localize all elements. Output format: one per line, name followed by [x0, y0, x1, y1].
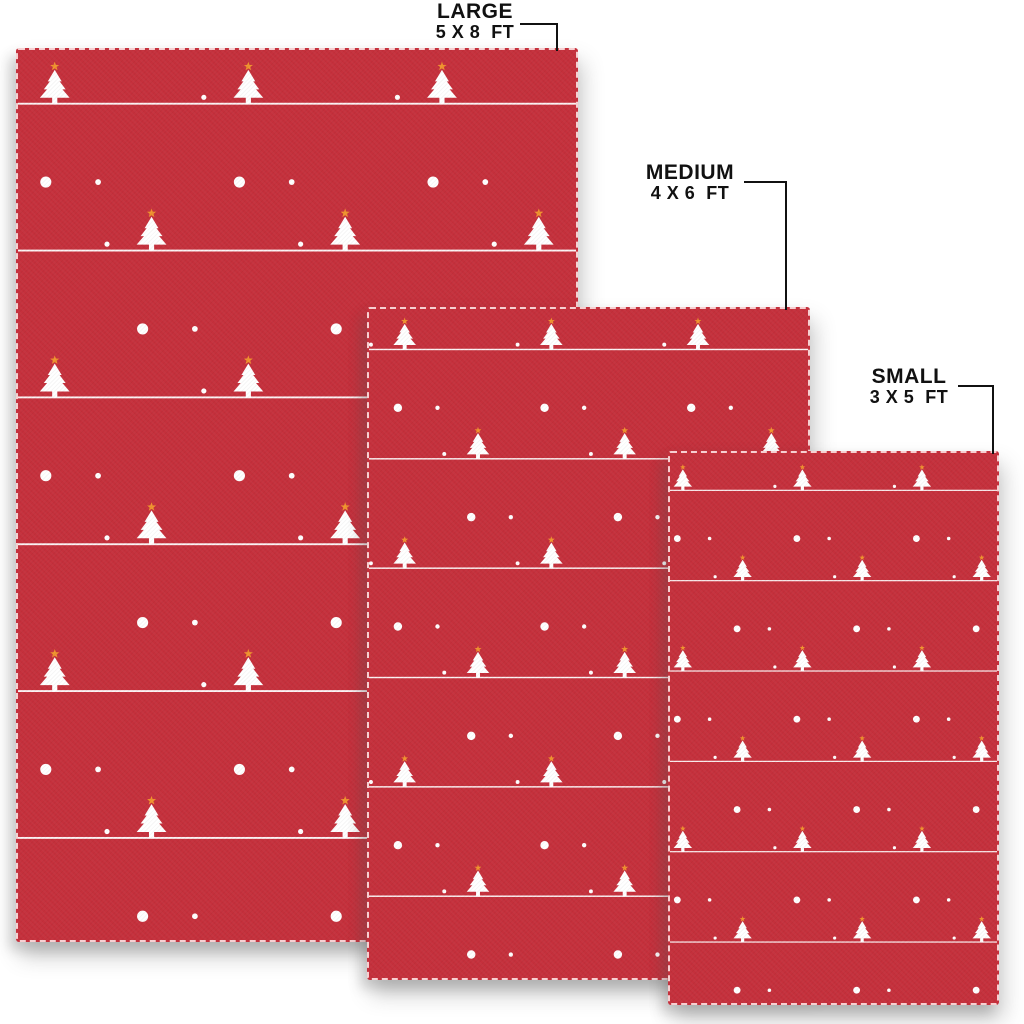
callout-small: SMALL 3 X 5 FT [858, 366, 960, 407]
size-dims-large: 5 X 8 FT [435, 22, 515, 42]
size-label-large: LARGE 5 X 8 FT [419, 1, 531, 42]
size-label-small: SMALL 3 X 5 FT [858, 366, 960, 407]
callout-medium-connector-horizontal [744, 181, 787, 183]
size-name-medium: MEDIUM [645, 161, 735, 184]
rug-pattern-small [670, 453, 997, 1003]
callout-large: LARGE 5 X 8 FT [419, 1, 531, 42]
size-name-small: SMALL [871, 365, 947, 388]
callout-large-connector-vertical [556, 23, 558, 51]
size-dims-small: 3 X 5 FT [869, 387, 949, 407]
size-name-large: LARGE [437, 0, 513, 23]
callout-small-connector-vertical [992, 385, 994, 454]
rug-small-3x5 [668, 451, 999, 1005]
size-label-medium: MEDIUM 4 X 6 FT [639, 162, 741, 203]
callout-small-connector-horizontal [958, 385, 994, 387]
callout-medium: MEDIUM 4 X 6 FT [639, 162, 741, 203]
size-dims-medium: 4 X 6 FT [650, 183, 730, 203]
callout-medium-connector-vertical [785, 181, 787, 310]
callout-large-connector-horizontal [520, 23, 558, 25]
